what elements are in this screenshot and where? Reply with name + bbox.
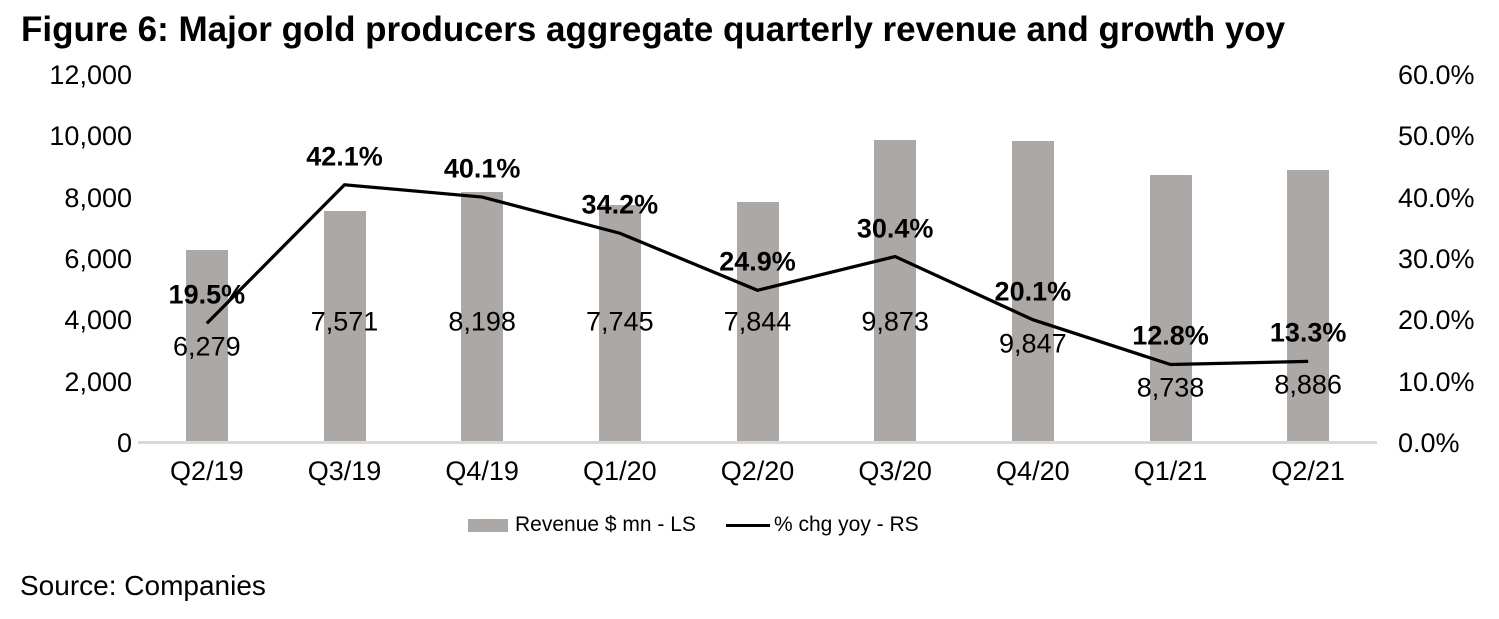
source-note: Source: Companies — [20, 570, 266, 601]
growth-pct-label: 13.3% — [1269, 317, 1347, 348]
right-axis-tick: 0.0% — [1398, 428, 1460, 458]
revenue-value-label: 7,571 — [310, 306, 379, 337]
right-axis-tick: 50.0% — [1398, 121, 1475, 152]
growth-pct-label: 30.4% — [856, 213, 934, 244]
growth-pct-label: 20.1% — [994, 276, 1072, 307]
revenue-value-label: 7,844 — [723, 306, 792, 337]
bar-swatch-icon — [468, 518, 508, 532]
growth-pct-label: 12.8% — [1132, 320, 1209, 351]
growth-pct-label: 42.1% — [306, 141, 383, 172]
right-axis-tick: 60.0% — [1398, 60, 1475, 90]
x-axis-label: Q3/20 — [858, 456, 932, 486]
left-axis-tick: 12,000 — [49, 60, 132, 90]
left-axis-tick: 8,000 — [64, 182, 132, 213]
growth-pct-label: 24.9% — [719, 246, 796, 277]
revenue-value-label: 9,873 — [861, 306, 929, 337]
growth-pct-label: 34.2% — [581, 189, 659, 220]
left-axis-tick: 2,000 — [64, 366, 132, 397]
revenue-bar — [874, 140, 917, 443]
revenue-value-label: 6,279 — [173, 331, 241, 362]
chart-title: Figure 6: Major gold producers aggregate… — [21, 10, 1286, 49]
x-axis-label: Q3/19 — [307, 456, 382, 486]
x-axis-label: Q4/19 — [445, 456, 519, 486]
growth-pct-label: 40.1% — [443, 153, 521, 184]
line-swatch-icon — [725, 523, 770, 527]
x-axis-line — [138, 441, 1377, 444]
revenue-value-label: 9,847 — [999, 328, 1067, 359]
legend-item-revenue: Revenue $ mn - LS — [468, 513, 696, 537]
revenue-value-label: 8,886 — [1274, 369, 1342, 400]
left-axis-tick: 4,000 — [64, 305, 132, 336]
legend-item-growth: % chg yoy - RS — [725, 513, 919, 537]
x-axis-label: Q4/20 — [996, 456, 1070, 486]
growth-pct-label: 19.5% — [168, 279, 246, 310]
right-axis-tick: 30.0% — [1398, 244, 1475, 274]
revenue-value-label: 8,198 — [448, 306, 516, 337]
right-axis-tick: 20.0% — [1398, 305, 1475, 336]
right-axis-tick: 10.0% — [1398, 366, 1475, 397]
x-axis-label: Q1/21 — [1133, 456, 1208, 486]
x-axis-label: Q2/19 — [170, 456, 244, 486]
left-axis-tick: 6,000 — [64, 244, 132, 274]
legend-label-growth: % chg yoy - RS — [773, 513, 919, 536]
legend: Revenue $ mn - LS % chg yoy - RS — [468, 513, 919, 537]
x-axis-label: Q1/20 — [583, 456, 657, 486]
revenue-bar — [1287, 170, 1330, 443]
legend-label-revenue: Revenue $ mn - LS — [515, 513, 696, 536]
right-axis-tick: 40.0% — [1398, 182, 1475, 213]
left-axis-tick: 0 — [116, 428, 132, 458]
left-axis-tick: 10,000 — [49, 121, 132, 152]
x-axis-label: Q2/21 — [1271, 456, 1345, 486]
revenue-value-label: 7,745 — [586, 306, 654, 337]
revenue-value-label: 8,738 — [1136, 372, 1205, 403]
x-axis-label: Q2/20 — [720, 456, 795, 486]
